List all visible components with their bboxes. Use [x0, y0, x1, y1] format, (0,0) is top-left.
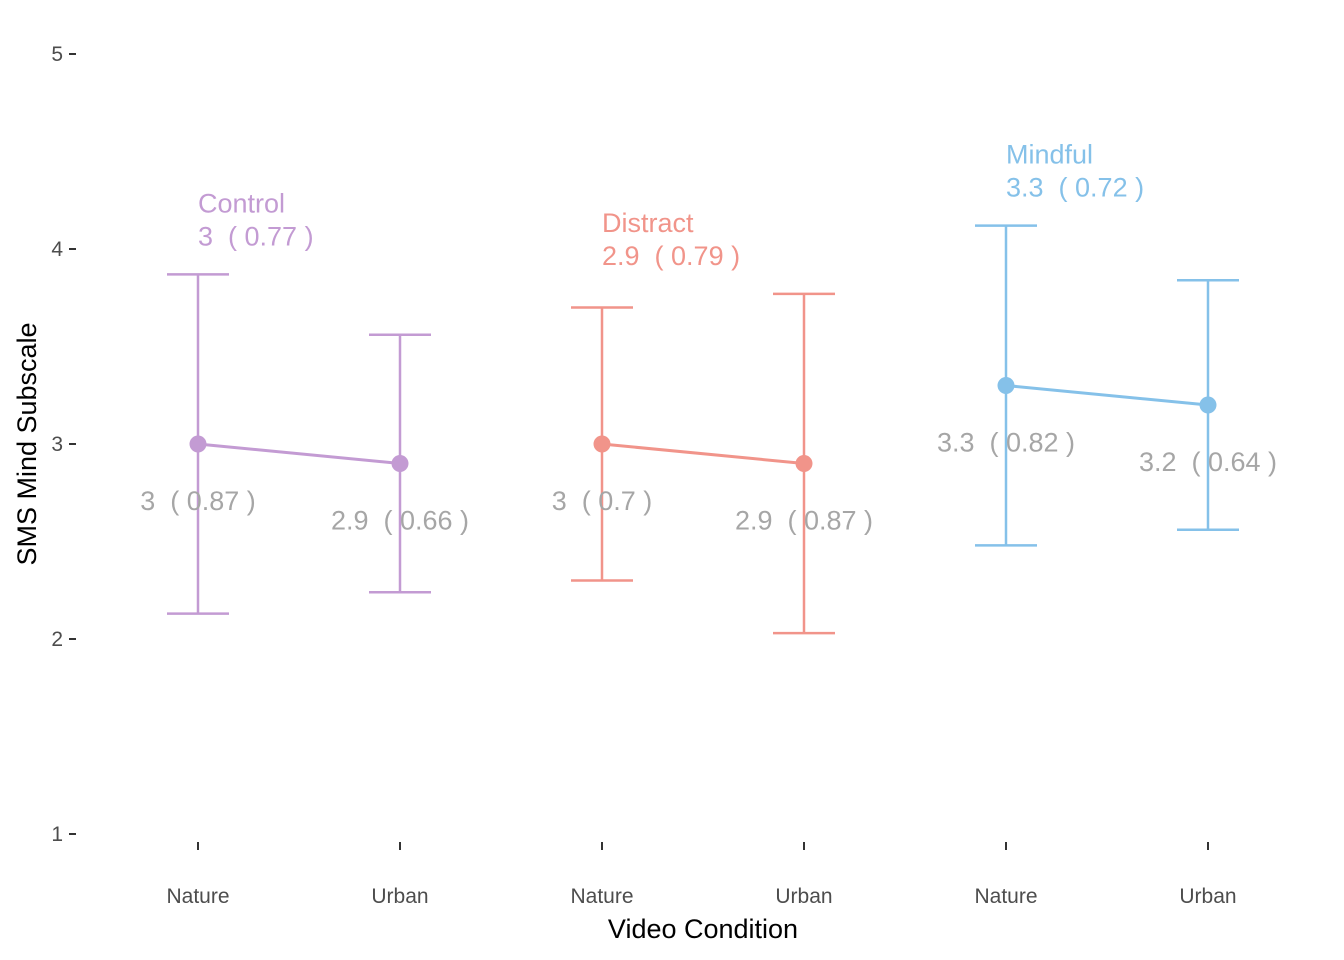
- group-name-label: Control: [198, 188, 285, 218]
- mean-point: [391, 455, 409, 472]
- y-tick-label: 5: [51, 43, 63, 66]
- mean-connector-line: [1005, 384, 1209, 407]
- x-tick-label: Nature: [570, 885, 633, 908]
- mean-point: [997, 377, 1015, 394]
- x-axis-title: Video Condition: [608, 914, 798, 944]
- x-tick-label: Urban: [1179, 885, 1236, 908]
- mean-point: [795, 455, 813, 472]
- group-summary-label: 2.9 ( 0.79 ): [602, 241, 740, 271]
- x-tick-label: Nature: [974, 885, 1037, 908]
- group-name-label: Mindful: [1006, 140, 1093, 170]
- point-label: 3 ( 0.87 ): [140, 486, 256, 516]
- y-axis-title: SMS Mind Subscale: [12, 322, 42, 565]
- mean-point: [1199, 396, 1217, 414]
- point-label: 2.9 ( 0.87 ): [735, 506, 873, 536]
- y-tick-label: 3: [51, 433, 63, 456]
- mean-point: [593, 435, 611, 453]
- y-tick-label: 2: [51, 628, 63, 651]
- point-label: 3.2 ( 0.64 ): [1139, 447, 1277, 477]
- point-label: 2.9 ( 0.66 ): [331, 506, 469, 536]
- y-axis: 1 2 3 4 5: [51, 43, 76, 846]
- group-summary-label: 3.3 ( 0.72 ): [1006, 173, 1144, 203]
- x-tick-label: Nature: [166, 885, 229, 908]
- y-tick-label: 4: [51, 238, 63, 261]
- x-tick-label: Urban: [775, 885, 832, 908]
- point-label: 3.3 ( 0.82 ): [937, 428, 1075, 458]
- group-summary-label: 3 ( 0.77 ): [198, 221, 314, 251]
- x-tick-label: Urban: [371, 885, 428, 908]
- group-name-label: Distract: [602, 208, 694, 238]
- mean-connector-line: [197, 442, 401, 465]
- mean-point: [189, 435, 207, 453]
- point-label: 3 ( 0.7 ): [552, 486, 653, 516]
- mean-connector-line: [601, 442, 805, 465]
- x-axis: Nature Urban Nature Urban Nature Urban: [166, 842, 1237, 908]
- y-tick-label: 1: [51, 823, 63, 846]
